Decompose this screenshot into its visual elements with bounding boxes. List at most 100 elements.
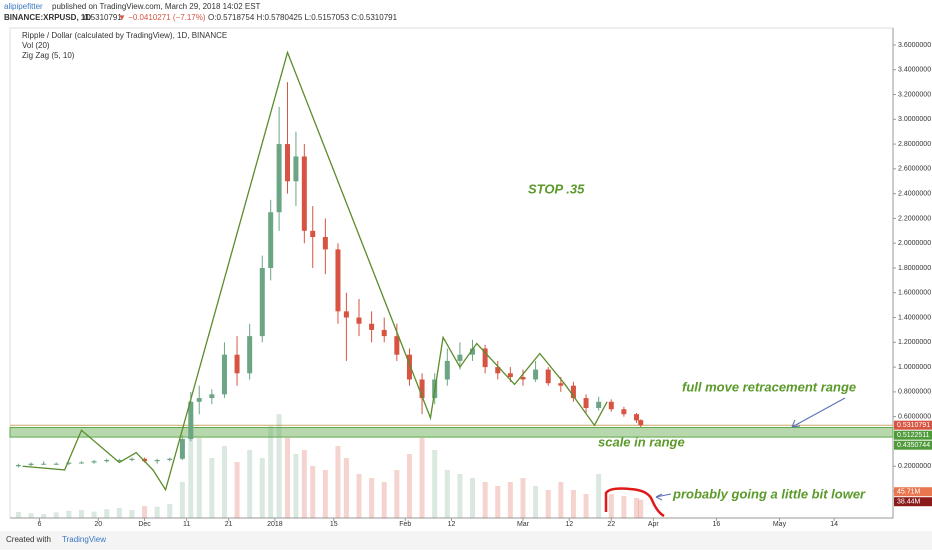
price-label-box xyxy=(894,420,932,430)
legend-vol: Vol (20) xyxy=(22,41,50,50)
candle-body xyxy=(293,156,299,182)
volume-bar xyxy=(419,438,425,518)
volume-bar xyxy=(78,510,84,518)
volume-bar xyxy=(558,482,564,518)
volume-bar xyxy=(129,510,135,518)
volume-bar xyxy=(285,438,291,518)
x-tick-label: 12 xyxy=(448,521,456,528)
volume-bar xyxy=(507,482,513,518)
volume-bar xyxy=(310,466,316,518)
candle-body xyxy=(259,267,265,337)
candle-body xyxy=(188,401,194,439)
published: published on TradingView.com, March 29, … xyxy=(52,2,261,11)
plot: 3.6000000 3.4000000 3.2000000 3.0000000 2.80… xyxy=(9,42,932,528)
candle-body xyxy=(596,401,602,408)
candle-body xyxy=(444,360,450,380)
x-tick-label: 6 xyxy=(37,521,41,528)
volume-bar xyxy=(638,499,644,518)
volume-bar xyxy=(608,494,614,518)
x-tick-label: Mar xyxy=(517,521,530,528)
volume-bar xyxy=(545,490,551,518)
red-curve xyxy=(604,487,665,518)
candle-body xyxy=(470,348,476,355)
candle-body xyxy=(570,385,576,399)
price-label: 0.4350744 xyxy=(897,442,930,449)
candle-body xyxy=(78,462,84,464)
volume-bar xyxy=(142,506,148,518)
author[interactable]: alipipefitter xyxy=(4,2,43,11)
price-label-box xyxy=(894,440,932,450)
volume-label: 38.44M xyxy=(897,499,921,506)
change: ▼ −0.0410271 (−7.17%) xyxy=(118,13,206,22)
candle-body xyxy=(583,398,589,408)
volume-bar xyxy=(41,514,47,518)
volume-bar xyxy=(179,482,185,518)
candle-body xyxy=(209,394,215,399)
y-tick-label: 0.2000000 xyxy=(898,463,931,470)
candle-body xyxy=(310,230,316,238)
x-tick-label: 15 xyxy=(330,521,338,528)
candle-body xyxy=(129,458,135,461)
volume-bar xyxy=(356,474,362,518)
x-tick-label: 22 xyxy=(607,521,615,528)
volume-bar xyxy=(104,509,110,518)
volume-bar xyxy=(167,504,173,518)
price-label-box xyxy=(894,430,932,440)
volume-bar xyxy=(482,482,488,518)
volume-bar xyxy=(116,508,122,518)
y-tick-label: 1.2000000 xyxy=(898,339,931,346)
x-tick-label: Dec xyxy=(138,521,151,528)
price-label: 0.5122511 xyxy=(897,432,930,439)
legend-symbol: Ripple / Dollar (calculated by TradingVi… xyxy=(22,31,227,40)
y-tick-label: 3.6000000 xyxy=(898,42,931,49)
candle-body xyxy=(142,458,148,462)
candle-body xyxy=(608,401,614,410)
footer-brand[interactable]: TradingView xyxy=(62,535,106,544)
candle-body xyxy=(41,463,47,465)
volume-bar xyxy=(343,458,349,518)
x-tick-label: Feb xyxy=(399,521,411,528)
y-tick-label: 2.4000000 xyxy=(898,190,931,197)
candle-body xyxy=(167,458,173,461)
volume-bar xyxy=(621,496,627,518)
volume-bar xyxy=(394,470,400,518)
ohlc: O:0.5718754 H:0.5780425 L:0.5157053 C:0.… xyxy=(208,13,398,22)
volume-bar xyxy=(457,474,463,518)
volume-bar xyxy=(53,512,59,518)
retracement-band xyxy=(9,427,894,438)
candle-body xyxy=(457,354,463,361)
y-tick-label: 2.2000000 xyxy=(898,215,931,222)
volume-bar xyxy=(247,450,253,518)
y-tick-label: 2.0000000 xyxy=(898,240,931,247)
candle-body xyxy=(276,144,282,213)
arrow xyxy=(791,397,846,428)
volume-bar xyxy=(596,474,602,518)
candle-body xyxy=(53,463,59,465)
x-tick-label: 20 xyxy=(94,521,102,528)
volume-label-box xyxy=(894,497,932,507)
y-tick-label: 1.6000000 xyxy=(898,290,931,297)
candle-body xyxy=(179,438,185,459)
legend-zigzag: Zig Zag (5, 10) xyxy=(22,51,75,60)
candle-body xyxy=(15,464,21,467)
y-tick-label: 3.0000000 xyxy=(898,116,931,123)
candle-body xyxy=(369,323,375,330)
candle-body xyxy=(268,212,274,268)
x-tick-label: 12 xyxy=(565,521,573,528)
last: 0.5310791 xyxy=(84,13,122,22)
volume-bar xyxy=(583,494,589,518)
candle-body xyxy=(638,420,644,426)
candle-body xyxy=(356,317,362,324)
volume-bar xyxy=(234,462,240,518)
volume-bar xyxy=(268,426,274,518)
candle-body xyxy=(28,463,34,465)
annotation: scale in range xyxy=(598,434,685,449)
candle-body xyxy=(66,462,72,464)
candle-body xyxy=(533,369,539,380)
volume-bar xyxy=(495,486,501,518)
y-tick-label: 2.6000000 xyxy=(898,166,931,173)
volume-bar xyxy=(406,454,412,518)
volume-bar xyxy=(381,482,387,518)
candle-body xyxy=(419,379,425,399)
